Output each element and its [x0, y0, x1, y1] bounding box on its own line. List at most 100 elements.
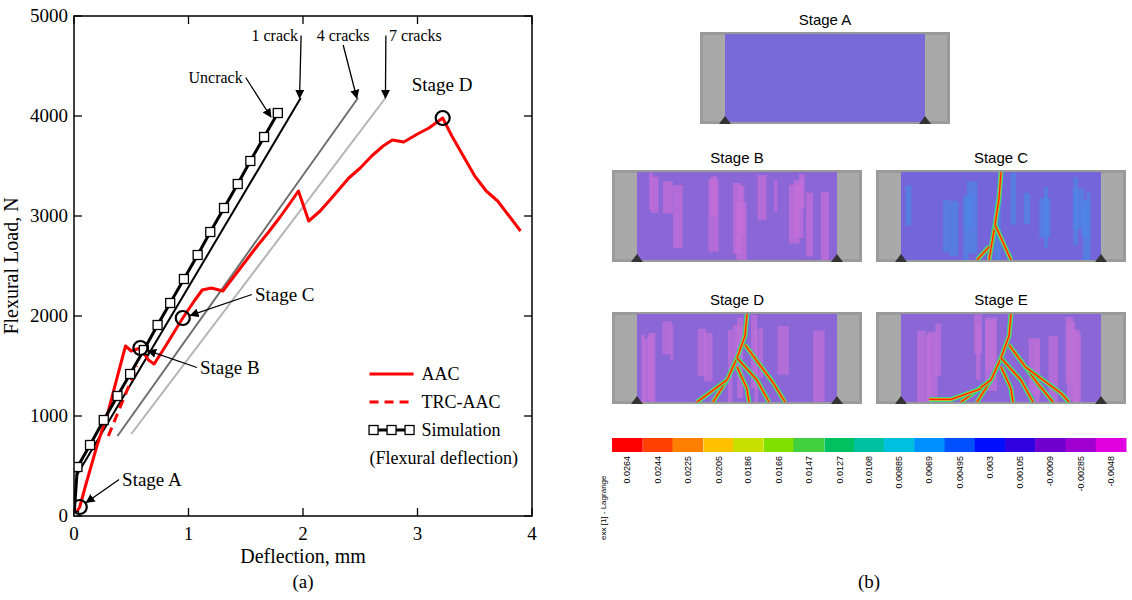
colorbar-tick-label: 0.0166 — [774, 456, 784, 484]
crack-halo — [977, 247, 989, 260]
legend-marker — [387, 426, 396, 435]
strain-streak — [906, 186, 912, 226]
y-tick — [74, 315, 82, 316]
x-tick-label: 4 — [527, 523, 537, 544]
crack-halo — [745, 345, 785, 402]
strain-streak — [1044, 187, 1048, 247]
colorbar-tick-label: 0.0069 — [924, 456, 934, 484]
colorbar-tick-label: 0.00885 — [894, 456, 904, 489]
stage-label: Stage C — [255, 284, 315, 305]
series-marker — [153, 321, 162, 330]
colorbar-tick-label: 0.0205 — [714, 456, 724, 484]
figure: 01234010002000300040005000Deflection, mm… — [0, 0, 1132, 600]
x-tick-top — [302, 16, 303, 24]
specimen-surface — [703, 35, 947, 121]
colorbar-cell — [703, 438, 734, 452]
strain-streak — [777, 326, 788, 375]
crack-core — [929, 389, 981, 400]
crack-band — [977, 247, 989, 260]
crack-band — [737, 358, 769, 402]
strain-streak — [649, 173, 653, 210]
crack-band — [1025, 367, 1069, 402]
annotation-label: 7 cracks — [389, 27, 442, 44]
strain-map-title: Stage E — [974, 291, 1027, 308]
crack-core — [1001, 367, 1013, 402]
legend-marker — [405, 426, 414, 435]
strain-streak — [1067, 322, 1075, 401]
legend-label: Simulation — [422, 420, 501, 440]
strain-streak — [708, 179, 718, 251]
legend-note: (Flexural deflection) — [370, 448, 518, 469]
panel-label: (a) — [292, 571, 313, 593]
specimen — [612, 312, 862, 404]
strain-streak — [739, 186, 744, 235]
y-tick-label: 3000 — [30, 205, 68, 226]
colorbar-cell — [824, 438, 855, 452]
crack-band — [1001, 358, 1033, 402]
colorbar-tick-label: -0.0009 — [1045, 456, 1055, 487]
annotation-arrow — [148, 351, 197, 368]
strain-streak — [663, 181, 673, 213]
specimen — [612, 170, 862, 262]
crack-halo — [737, 358, 769, 402]
strain-field — [901, 314, 1101, 402]
crack-core — [1025, 367, 1069, 402]
x-tick-top — [417, 16, 418, 24]
colorbar-tick-label: 0.0225 — [683, 456, 693, 484]
y-tick — [74, 215, 82, 216]
strain-map-title: Stage D — [710, 291, 764, 308]
support — [895, 254, 907, 262]
crack-core — [995, 225, 1011, 260]
colorbar-tick-label: 0.003 — [985, 456, 995, 479]
strain-streak — [964, 195, 972, 227]
annotation-arrow — [246, 78, 271, 118]
y-tick-label: 0 — [59, 505, 69, 526]
y-axis-title: Flexural Load, N — [0, 197, 22, 334]
colorbar-title: exx [1] - Lagrange — [599, 475, 608, 540]
strain-streak — [673, 185, 682, 248]
annotation-label: 1 crack — [251, 27, 298, 44]
plot-data — [74, 98, 521, 516]
stage-point — [436, 111, 450, 125]
colorbar-cell — [672, 438, 703, 452]
strain-streak — [648, 333, 655, 402]
annotations: Uncrack1 crack4 cracks7 cracksStage ASta… — [86, 27, 472, 502]
y-tick — [74, 115, 82, 116]
specimen-surface — [615, 315, 859, 401]
specimen-surface — [879, 173, 1123, 259]
strain-streak — [943, 200, 949, 252]
crack-halo — [989, 172, 1001, 260]
series-marker — [86, 441, 95, 450]
crack-core — [989, 172, 1001, 260]
strain-map: Stage E — [876, 291, 1126, 404]
x-tick — [302, 508, 303, 516]
colorbar-tick-label: 0.00495 — [955, 456, 965, 489]
colorbar-cell — [612, 438, 643, 452]
strain-streak — [949, 201, 958, 256]
colorbar-cell — [975, 438, 1006, 452]
series-marker — [113, 392, 122, 401]
annotation-label: Uncrack — [189, 69, 243, 86]
support — [831, 254, 843, 262]
colorbar: 0.02640.02440.02250.02050.01860.01660.01… — [599, 438, 1127, 540]
support — [831, 396, 843, 404]
x-tick — [188, 508, 189, 516]
x-tick — [417, 508, 418, 516]
series-marker — [219, 204, 228, 213]
strain-streak — [662, 321, 671, 354]
colorbar-tick-label: 0.0147 — [804, 456, 814, 484]
series-marker — [233, 180, 242, 189]
crack-core — [1001, 358, 1033, 402]
stage-point — [133, 341, 147, 355]
crack-halo — [737, 367, 749, 402]
legend-label: TRC-AAC — [422, 392, 501, 412]
strain-streak — [1083, 200, 1088, 260]
strain-map: Stage D — [612, 291, 862, 404]
x-tick-top — [188, 16, 189, 24]
strain-streak — [758, 175, 767, 220]
annotation-label: 4 cracks — [317, 27, 370, 44]
colorbar-cell — [884, 438, 915, 452]
support — [895, 396, 907, 404]
stage-point — [176, 311, 190, 325]
strain-streak — [917, 331, 925, 402]
